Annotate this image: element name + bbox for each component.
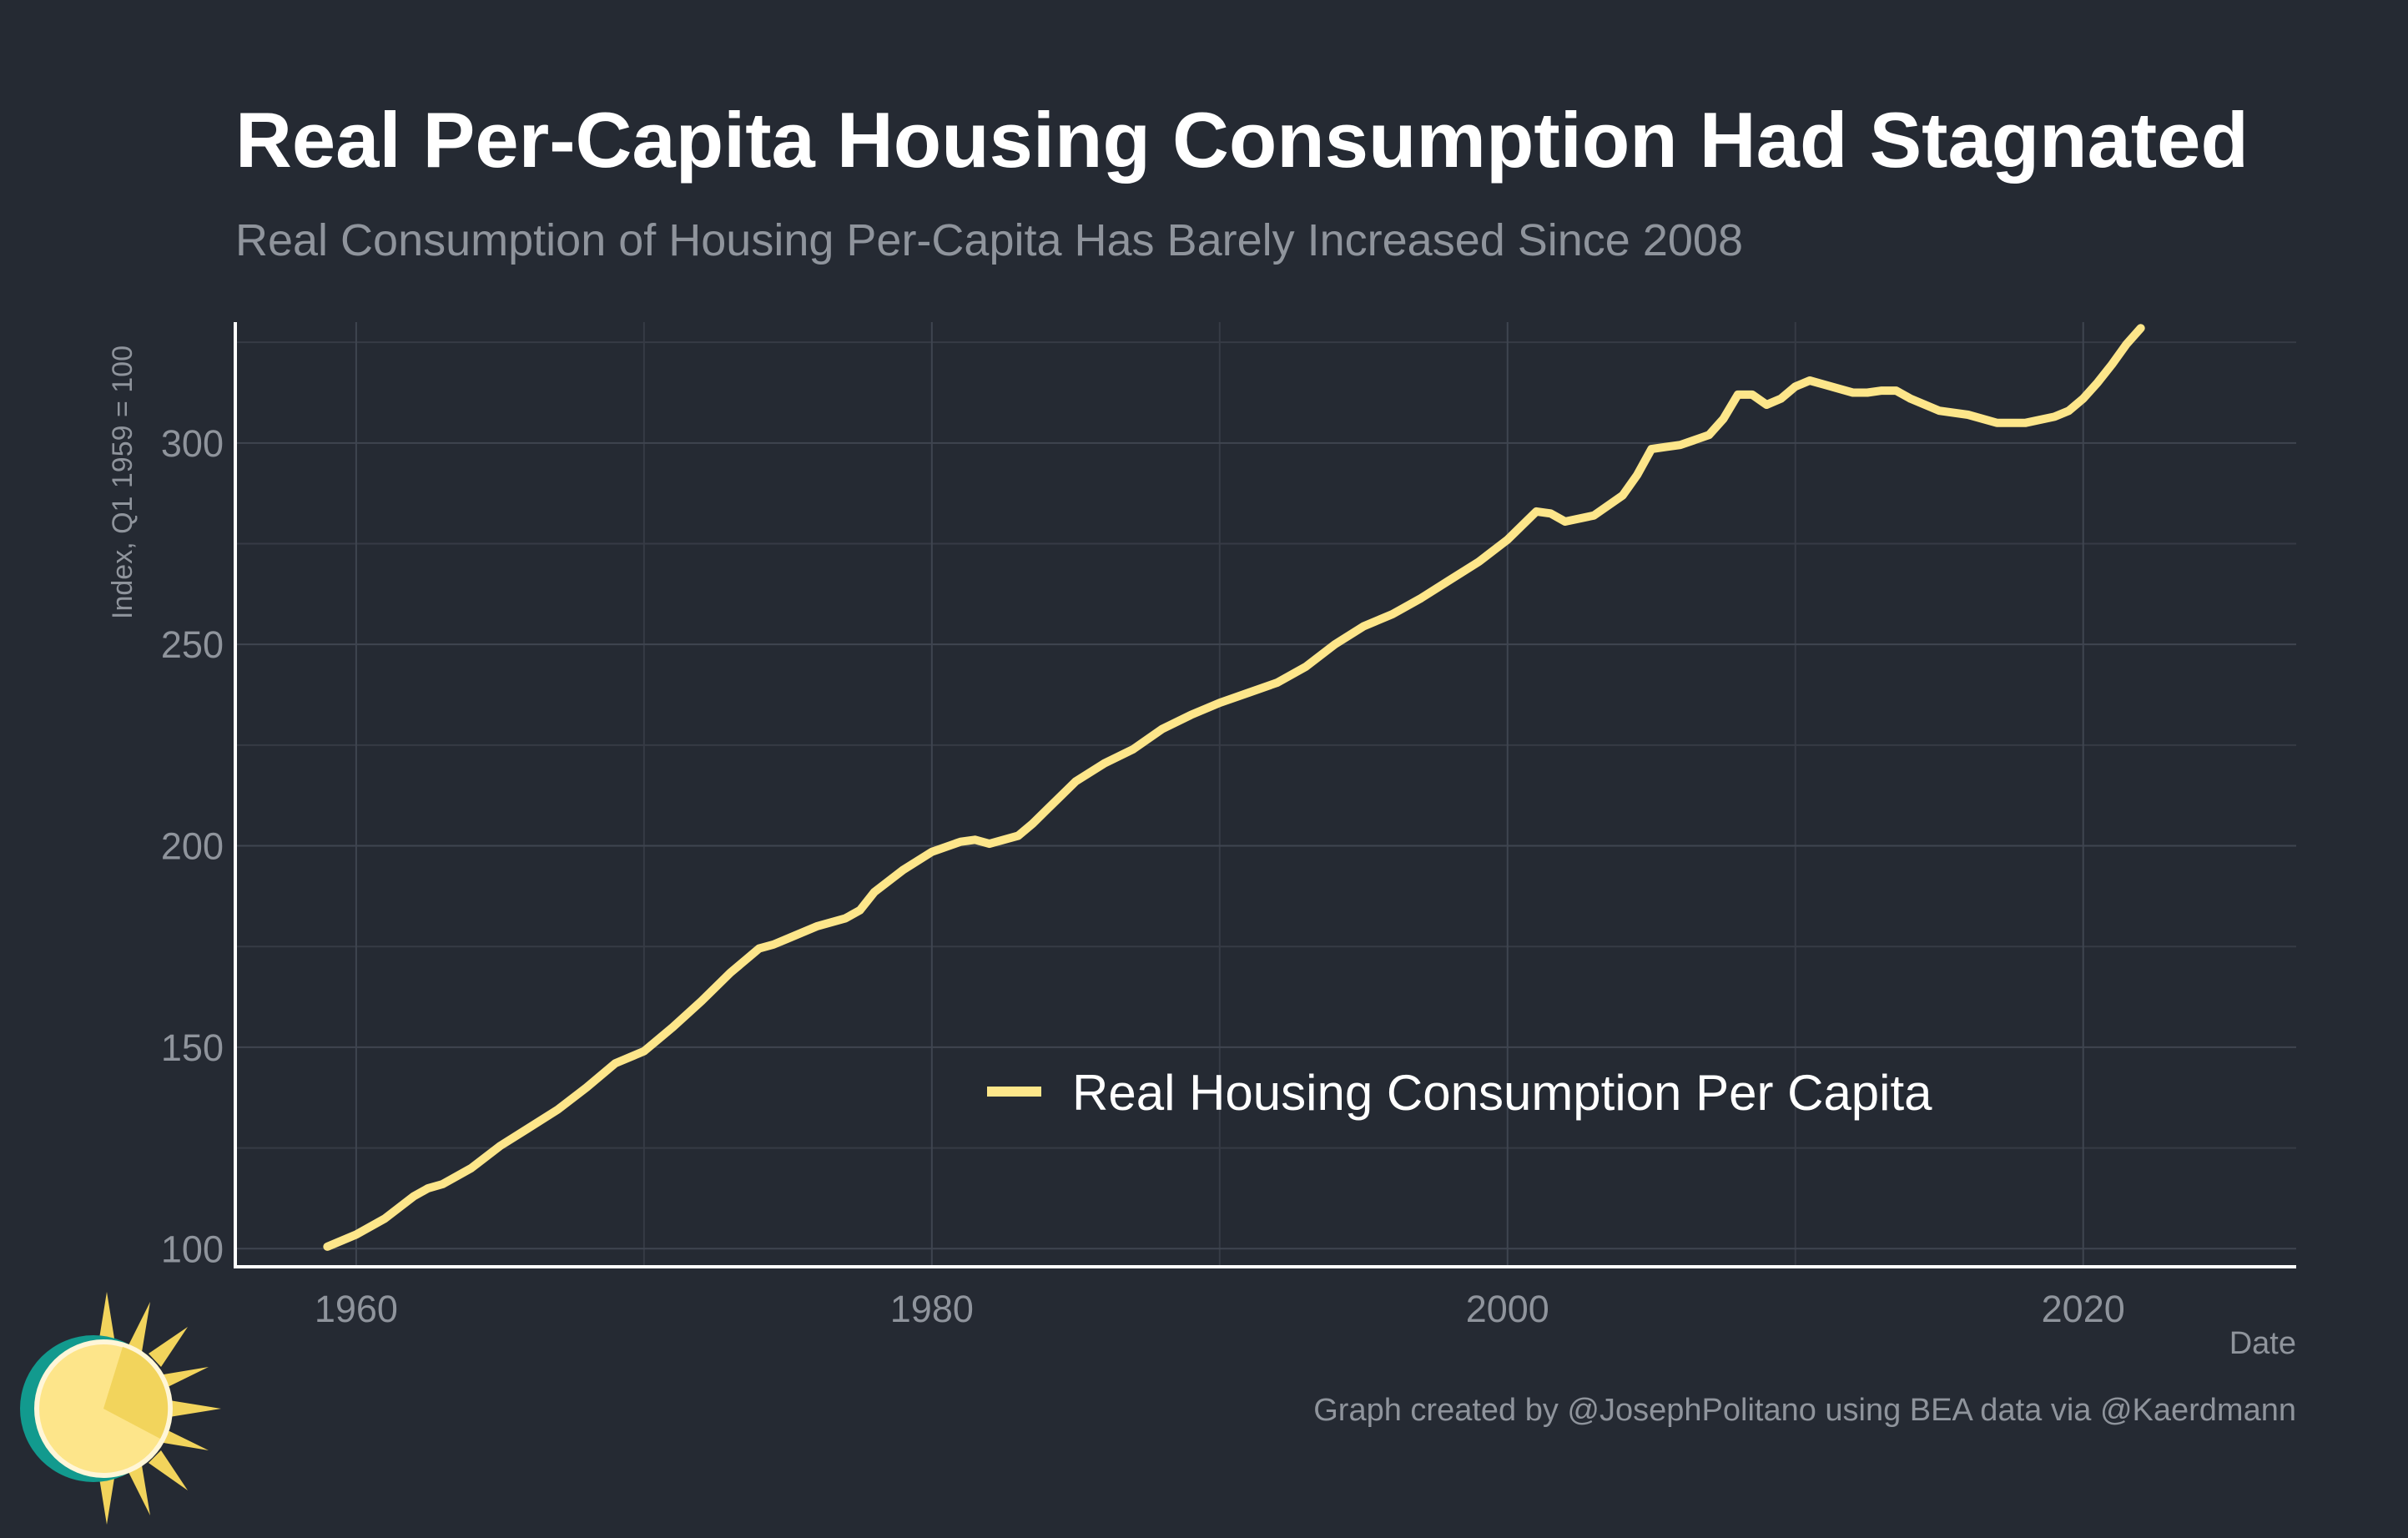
gridlines	[235, 322, 2296, 1267]
y-tick-label: 150	[161, 1026, 224, 1069]
chart-subtitle: Real Consumption of Housing Per-Capita H…	[235, 215, 1743, 265]
series-layer	[323, 324, 2145, 1251]
sun-logo-icon	[20, 1292, 221, 1525]
chart-title: Real Per-Capita Housing Consumption Had …	[235, 96, 2249, 184]
legend: Real Housing Consumption Per Capita	[987, 1065, 1932, 1121]
y-tick-label: 200	[161, 825, 224, 868]
x-axis-title: Date	[2229, 1326, 2296, 1361]
y-axis-title: Index, Q1 1959 = 100	[107, 345, 139, 619]
series-line	[323, 324, 2145, 1251]
x-tick-label: 2020	[2042, 1288, 2125, 1330]
x-tick-label: 2000	[1466, 1288, 1549, 1330]
x-tick-label: 1960	[315, 1288, 398, 1330]
legend-label: Real Housing Consumption Per Capita	[1072, 1065, 1932, 1121]
chart-caption: Graph created by @JosephPolitano using B…	[1313, 1393, 2296, 1428]
x-tick-label: 1980	[890, 1288, 974, 1330]
y-tick-label: 100	[161, 1228, 224, 1270]
y-tick-label: 250	[161, 623, 224, 666]
tick-labels: 100 150 200 250 300 1960 1980 2000 2020	[161, 422, 2125, 1330]
y-tick-label: 300	[161, 422, 224, 465]
axes	[234, 322, 2296, 1268]
